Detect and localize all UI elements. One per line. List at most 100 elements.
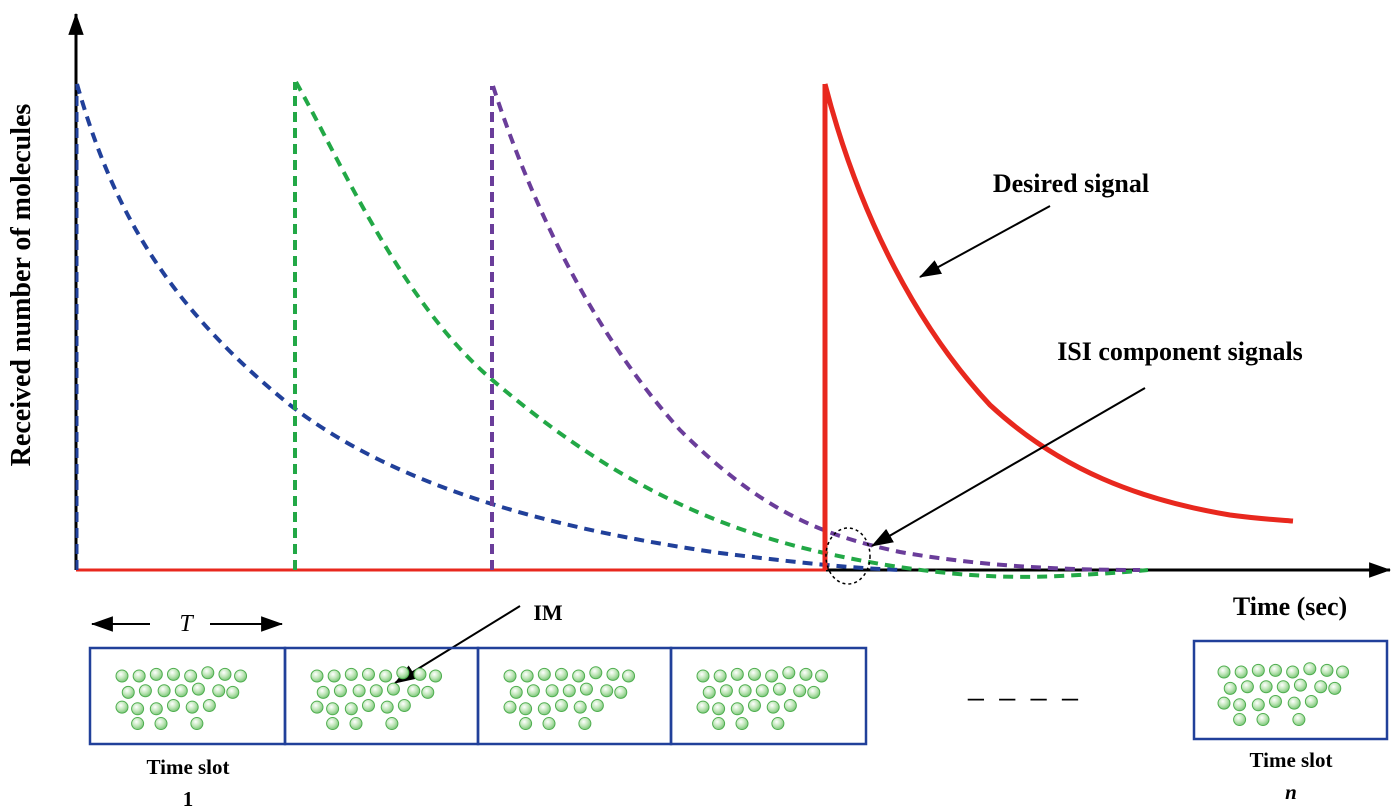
molecule-icon [573,700,587,714]
molecule-icon [333,684,347,698]
molecule-icon [327,669,341,683]
molecule-icon [793,684,807,698]
isi-label: ISI component signals [1057,337,1303,366]
molecule-icon [226,685,240,699]
molecule-icon [600,684,614,698]
time-slot-box-3 [476,646,673,746]
molecule-icon [782,666,796,680]
molecule-icon [503,669,517,683]
molecule-icon [201,666,215,680]
molecule-icon [202,699,216,713]
molecule-icon [1268,663,1282,677]
molecule-icon [622,669,636,683]
molecule-icon [344,667,358,681]
molecule-icon [326,717,340,731]
molecule-icon [132,669,146,683]
time-slot-box-1 [88,646,287,746]
molecule-icon [614,685,628,699]
molecule-icon [310,700,324,714]
molecule-icon [590,699,604,713]
molecule-icon [421,685,435,699]
molecule-icon [234,669,248,683]
molecule-icon [149,702,163,716]
slot-ellipsis: _ _ _ _ [967,670,1082,701]
molecule-icon [149,667,163,681]
molecule-icon [554,699,568,713]
molecule-icon [157,684,171,698]
molecule-icon [1251,698,1265,712]
molecule-icon [1303,662,1317,676]
slot-last-title: Time slot [1249,748,1332,772]
molecule-icon [519,717,533,731]
isi-arrow [871,387,1146,547]
molecule-icon [520,669,534,683]
molecule-icon [537,702,551,716]
desired-signal-label: Desired signal [993,169,1149,198]
molecule-icon [1223,681,1237,695]
molecule-icon [379,669,393,683]
third-pulse-decay [491,85,1141,572]
molecule-icon [772,682,786,696]
time-slot-box-n [1192,639,1389,741]
molecule-icon [1217,665,1231,679]
molecule-icon [316,685,330,699]
molecule-icon [396,666,410,680]
first-pulse-decay [75,83,901,572]
molecule-icon [712,717,726,731]
molecule-icon [166,699,180,713]
molecule-icon [730,667,744,681]
desired-signal-arrow [919,205,1051,278]
molecule-icon [131,717,145,731]
molecule-icon [562,684,576,698]
molecule-icon [310,669,324,683]
molecule-icon [386,682,400,696]
molecule-icon [115,700,129,714]
molecule-groups [115,662,1350,731]
molecule-icon [578,717,592,731]
molecule-icon [572,669,586,683]
molecule-icon [344,702,358,716]
second-pulse-decay [294,81,1149,579]
molecule-icon [1233,713,1247,727]
molecule-icon [1234,665,1248,679]
molecule-icon [154,717,168,731]
molecule-icon [1304,695,1318,709]
molecule-icon [712,702,726,716]
molecule-icon [380,700,394,714]
molecule-icon [526,684,540,698]
molecule-icon [545,684,559,698]
molecule-icon [174,684,188,698]
molecule-icon [1314,680,1328,694]
molecule-icon [1217,696,1231,710]
molecule-icon [352,684,366,698]
molecule-icon [1256,713,1270,727]
molecule-icon [537,667,551,681]
molecule-icon [730,702,744,716]
molecule-icon [1336,665,1350,679]
molecule-icon [121,685,135,699]
molecule-icon [755,684,769,698]
time-slot-box-2 [283,646,480,746]
molecule-icon [579,682,593,696]
molecule-icon [503,700,517,714]
molecule-icon [369,684,383,698]
molecule-icon [1287,696,1301,710]
molecule-icon [735,717,749,731]
molecule-icon [115,669,129,683]
molecule-icon [185,700,199,714]
desired-pulse-decay [822,83,1294,524]
time-slot-box-4 [669,646,868,746]
molecule-icon [397,699,411,713]
molecule-icon [815,669,829,683]
molecule-icon [747,699,761,713]
molecule-icon [218,667,232,681]
molecule-icon [1251,663,1265,677]
molecule-icon [190,717,204,731]
molecule-icon [166,667,180,681]
molecule-icon [606,667,620,681]
im-arrow [394,605,521,684]
molecule-icon [191,682,205,696]
molecule-icon [719,684,733,698]
molecule-icon [509,685,523,699]
molecule-icon [702,685,716,699]
